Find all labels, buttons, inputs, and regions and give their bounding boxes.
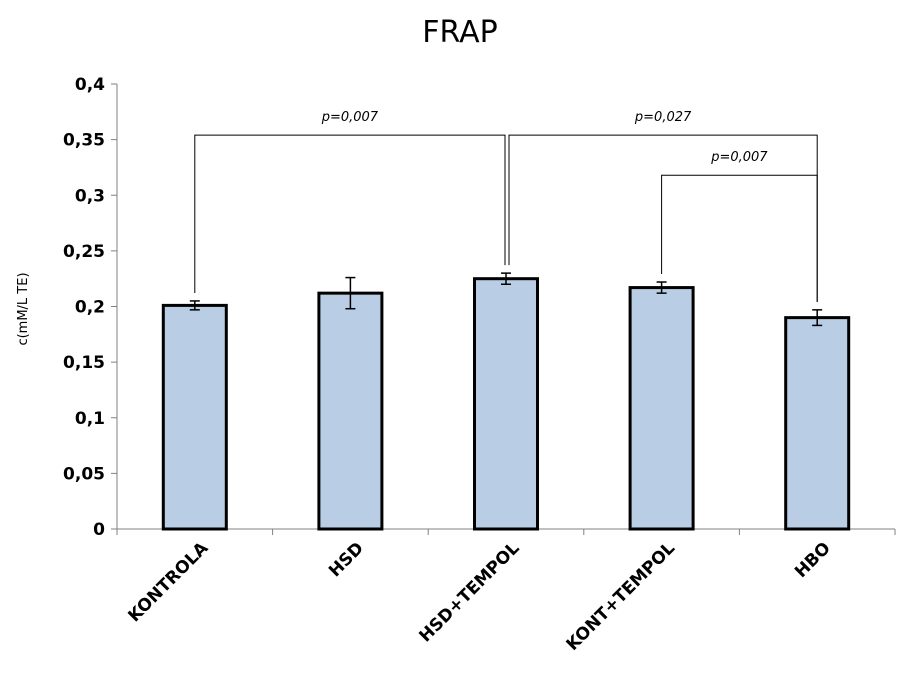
x-tick-label: HBO (791, 538, 835, 582)
chart-title: FRAP (422, 15, 498, 50)
significance-bracket (508, 134, 818, 302)
x-tick-label: KONTROLA (124, 538, 212, 626)
x-tick-label: HSD (325, 538, 368, 581)
y-tick-label: 0,35 (63, 131, 105, 151)
bar (628, 286, 695, 531)
x-tick-label: KONT+TEMPOL (563, 538, 680, 655)
x-tick-labels: KONTROLA HSD HSD+TEMPOL KONT+TEMPOL HBO (124, 538, 834, 655)
bar (784, 316, 851, 531)
y-tick-label: 0,05 (63, 464, 105, 484)
significance-brackets: p=0,007 p=0,027 p=0,007 (194, 110, 818, 302)
x-tick-label: HSD+TEMPOL (416, 538, 524, 646)
y-tick-label: 0,3 (75, 186, 105, 206)
y-tick-label: 0,1 (75, 409, 105, 429)
p-value-label: p=0,007 (321, 110, 379, 125)
significance-bracket (661, 174, 818, 302)
y-tick-label: 0,15 (63, 353, 105, 373)
p-value-label: p=0,007 (710, 150, 768, 165)
bars (161, 277, 851, 531)
y-axis-label: c(mM/L TE) (16, 272, 31, 345)
axes (111, 83, 896, 535)
y-tick-label: 0,25 (63, 242, 105, 262)
bar (317, 291, 384, 531)
bar (161, 303, 228, 531)
error-bars (189, 272, 823, 327)
bar (473, 277, 539, 531)
y-tick-label: 0 (93, 520, 105, 540)
y-tick-label: 0,2 (75, 298, 105, 318)
significance-bracket (194, 134, 506, 293)
p-value-label: p=0,027 (634, 110, 692, 125)
y-tick-label: 0,4 (75, 75, 105, 95)
y-tick-labels: 0 0,05 0,1 0,15 0,2 0,25 0,3 0,35 0,4 (63, 75, 105, 540)
